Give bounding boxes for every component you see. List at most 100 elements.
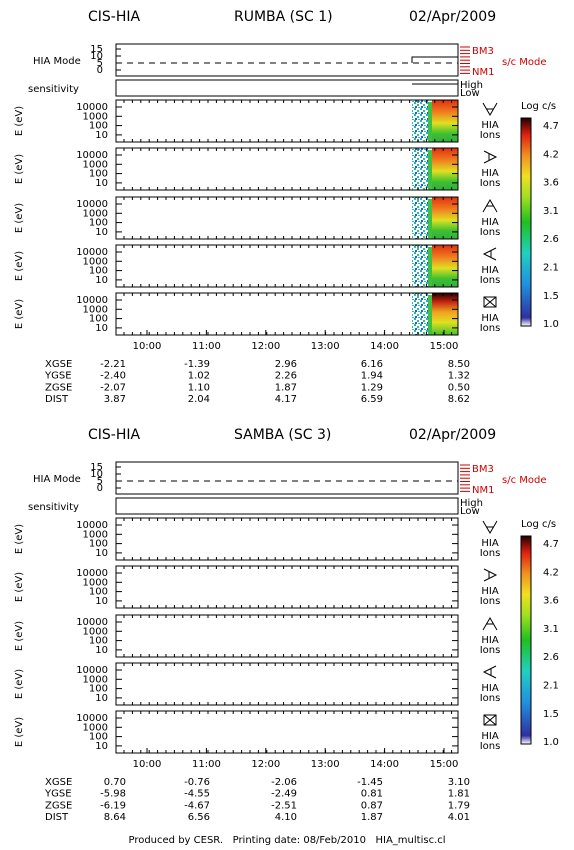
energy-tick-label: 10: [95, 596, 108, 607]
ephemeris-name: XGSE: [45, 777, 72, 788]
spectrogram-mid: [428, 150, 432, 190]
nm1-label: NM1: [472, 67, 494, 78]
direction-icon: [482, 102, 498, 116]
ephemeris-value: 1.94: [361, 371, 383, 382]
energy-axis-label: E (eV): [14, 621, 25, 651]
time-label: 14:00: [370, 341, 399, 352]
mode-tick-label: 15: [90, 44, 103, 55]
ephemeris-value: -2.40: [100, 371, 126, 382]
ephemeris-value: 0.87: [361, 800, 383, 811]
colorbar: [520, 535, 532, 745]
colorbar-tick-label: 1.5: [543, 709, 559, 720]
colorbar-tick-label: 4.2: [543, 567, 559, 578]
mode-tick-label: 10: [90, 51, 103, 62]
species-line1: HIA: [481, 586, 498, 597]
colorbar-tick-label: 1.0: [543, 737, 559, 748]
colorbar-tick-label: 2.6: [543, 234, 559, 245]
date: 02/Apr/2009: [409, 9, 496, 25]
species-line2: Ions: [480, 323, 501, 334]
mode-label: HIA Mode: [33, 474, 81, 485]
energy-tick-label: 10: [95, 741, 108, 752]
energy-tick-label: 100: [89, 314, 108, 325]
ephemeris-value: 8.64: [104, 812, 126, 823]
energy-tick-label: 1000: [83, 722, 108, 733]
sensitivity-panel: [115, 497, 459, 515]
ephemeris-value: 1.32: [448, 371, 470, 382]
species-line1: HIA: [481, 217, 498, 228]
time-label: 14:00: [370, 759, 399, 770]
instrument: CIS-HIA: [88, 427, 140, 443]
species-line2: Ions: [480, 178, 501, 189]
mode-panel: [115, 43, 459, 77]
spectrogram-speckle: [412, 148, 428, 190]
energy-axis-label: E (eV): [14, 203, 25, 233]
ephemeris-value: -5.98: [100, 789, 126, 800]
species-line1: HIA: [481, 538, 498, 549]
footer: Produced by CESR. Printing date: 08/Feb/…: [128, 835, 445, 846]
energy-tick-label: 100: [89, 684, 108, 695]
colorbar: [520, 117, 532, 327]
spectrogram-panel: [115, 517, 459, 561]
spectrogram-mid: [428, 199, 432, 239]
energy-axis-label: E (eV): [14, 572, 25, 602]
time-label: 13:00: [311, 341, 340, 352]
energy-tick-label: 1000: [83, 208, 108, 219]
ephemeris-value: 4.10: [275, 812, 297, 823]
species-line1: HIA: [481, 635, 498, 646]
sensitivity-label: sensitivity: [28, 84, 79, 95]
low-label: Low: [460, 88, 480, 99]
ephemeris-value: -2.06: [271, 777, 297, 788]
ephemeris-value: -0.76: [184, 777, 210, 788]
ephemeris-name: XGSE: [45, 359, 72, 370]
time-label: 11:00: [192, 759, 221, 770]
spectrogram-speckle: [412, 197, 428, 239]
ephemeris-value: -2.51: [271, 800, 297, 811]
species-line1: HIA: [481, 313, 498, 324]
spectrogram-speckle: [412, 100, 428, 142]
energy-tick-label: 100: [89, 266, 108, 277]
energy-tick-label: 10: [95, 178, 108, 189]
energy-tick-label: 100: [89, 732, 108, 743]
energy-tick-label: 100: [89, 636, 108, 647]
time-label: 11:00: [192, 341, 221, 352]
energy-tick-label: 1000: [83, 577, 108, 588]
energy-tick-label: 10000: [76, 568, 108, 579]
colorbar-tick-label: 1.0: [543, 319, 559, 330]
direction-icon: [483, 714, 497, 726]
species-line1: HIA: [481, 265, 498, 276]
species-line1: HIA: [481, 683, 498, 694]
ephemeris-value: 6.59: [361, 394, 383, 405]
species-line1: HIA: [481, 731, 498, 742]
energy-tick-label: 10000: [76, 247, 108, 258]
species-line2: Ions: [480, 227, 501, 238]
energy-tick-label: 100: [89, 539, 108, 550]
plot-block: CIS-HIA SAMBA (SC 3) 02/Apr/2009 HIA Mode 15…: [14, 427, 559, 823]
energy-tick-label: 10000: [76, 665, 108, 676]
ephemeris-value: 1.81: [448, 789, 470, 800]
mode-tick-label: 5: [97, 58, 103, 69]
energy-tick-label: 100: [89, 121, 108, 132]
spectrogram-panel: [115, 99, 459, 143]
energy-tick-label: 100: [89, 169, 108, 180]
colorbar-tick-label: 4.2: [543, 149, 559, 160]
time-label: 10:00: [133, 759, 162, 770]
species-line2: Ions: [480, 130, 501, 141]
energy-tick-label: 10000: [76, 713, 108, 724]
colorbar-tick-label: 3.6: [543, 596, 559, 607]
colorbar-tick-label: 4.7: [543, 121, 559, 132]
direction-icon: [483, 568, 498, 582]
mode-tick-label: 15: [90, 462, 103, 473]
energy-axis-label: E (eV): [14, 717, 25, 747]
energy-tick-label: 10: [95, 645, 108, 656]
plot-block: CIS-HIA RUMBA (SC 1) 02/Apr/2009 HIA Mode 15…: [14, 9, 559, 405]
mode-step: [411, 56, 458, 63]
colorbar-label: Log c/s: [521, 519, 556, 530]
direction-icon: [483, 150, 498, 164]
colorbar-tick-label: 3.6: [543, 178, 559, 189]
energy-tick-label: 1000: [83, 626, 108, 637]
ephemeris-value: -1.39: [184, 359, 210, 370]
mode-panel: [115, 461, 459, 495]
energy-tick-label: 10000: [76, 150, 108, 161]
species-line1: HIA: [481, 168, 498, 179]
